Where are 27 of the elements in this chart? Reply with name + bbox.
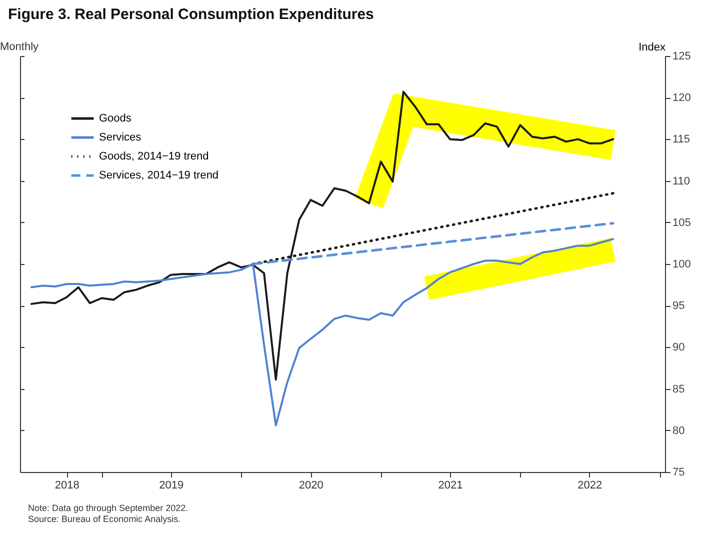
y-tick-label: 90 bbox=[672, 342, 685, 354]
legend-label: Goods bbox=[99, 112, 132, 124]
x-tick-label: 2022 bbox=[578, 480, 602, 492]
chart-title: Figure 3. Real Personal Consumption Expenditures bbox=[8, 6, 374, 23]
text: Note: Data go through September 2022. bbox=[28, 503, 188, 513]
y-tick-label: 95 bbox=[672, 300, 685, 312]
legend-label: Goods, 2014−19 trend bbox=[99, 150, 209, 162]
line-series bbox=[30, 238, 614, 426]
y-tick-label: 110 bbox=[672, 175, 690, 188]
y-tick-label: 75 bbox=[672, 466, 685, 478]
line-series bbox=[30, 90, 614, 381]
source-note: Source: Bureau of Economic Analysis. bbox=[28, 514, 181, 524]
text: Monthly bbox=[0, 41, 40, 53]
y-tick-label: 125 bbox=[672, 50, 691, 62]
y-tick-label: 85 bbox=[672, 383, 685, 396]
y-tick-label: 100 bbox=[672, 258, 691, 270]
x-tick-label: 2020 bbox=[298, 480, 324, 492]
y-tick-label: 80 bbox=[672, 424, 685, 437]
y-tick-label: 120 bbox=[672, 92, 691, 104]
y-axis-title: Index bbox=[638, 42, 666, 54]
y-tick-label: 115 bbox=[672, 134, 690, 146]
x-tick-label: 2019 bbox=[159, 480, 184, 492]
x-tick-label: 2021 bbox=[438, 480, 463, 492]
legend-label: Services, 2014−19 trend bbox=[99, 170, 219, 182]
x-tick-label: 2018 bbox=[54, 480, 80, 492]
y-tick-label: 105 bbox=[672, 216, 691, 229]
legend-label: Services bbox=[99, 132, 142, 144]
